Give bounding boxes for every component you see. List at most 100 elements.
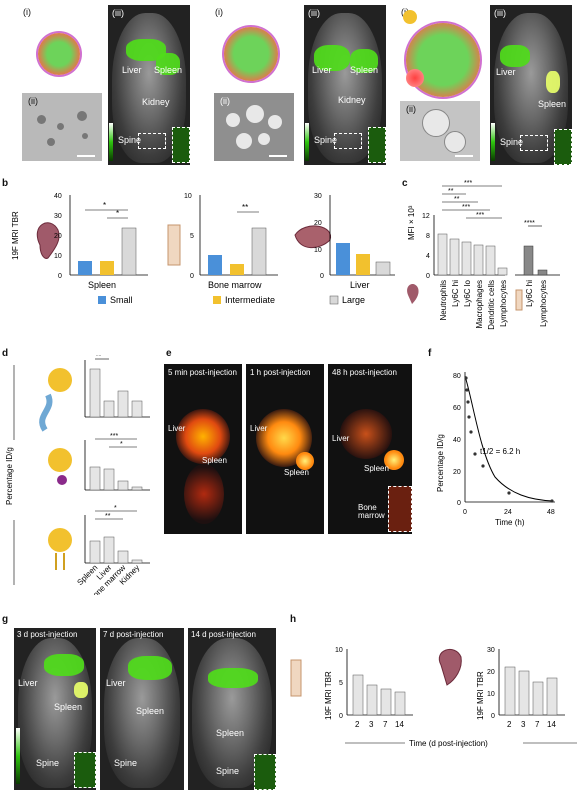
svg-text:0: 0 (339, 713, 343, 720)
legend-small: Small (110, 295, 133, 305)
nanoparticle-icon (38, 33, 80, 75)
svg-text:20: 20 (487, 669, 495, 676)
chart-spleen: 0 10 20 30 40 * * Spleen (54, 193, 148, 290)
svg-text:80: 80 (453, 373, 461, 380)
chart-bone-marrow: 0 5 10 ** Bone marrow (184, 193, 278, 290)
spleen-icon (438, 648, 462, 686)
bar-large (375, 261, 391, 276)
bar-small (78, 261, 92, 275)
svg-text:2: 2 (355, 720, 360, 729)
radioactive-icon (48, 448, 72, 472)
panel-label-e: e (166, 348, 172, 359)
radioactive-icon (403, 10, 417, 24)
legend-swatch-large (329, 295, 339, 305)
x-axis-label: Spleen (88, 280, 116, 290)
y-axis-label: MFI × 10³ (407, 205, 416, 240)
svg-text:*: * (114, 505, 117, 512)
svg-text:**: ** (96, 355, 102, 360)
bar-large (121, 227, 137, 276)
panel-b-charts: 19F MRI TBR 0 10 20 30 40 * * Spleen 0 5… (11, 193, 395, 305)
svg-text:14: 14 (395, 720, 404, 729)
tick-label: 30 (314, 193, 322, 200)
svg-text:14: 14 (547, 720, 556, 729)
roman-i: (i) (23, 7, 31, 17)
x-tick-labels-c: Neutrophils Ly6C hi Ly6C lo Macrophages … (439, 279, 548, 329)
decay-curve (464, 375, 554, 502)
mri-scan-3d: 3 d post-injection Liver Spleen Spine (14, 628, 96, 790)
svg-text:**: ** (105, 513, 111, 520)
panel-a-group-1: (i) (ii) (iii) Liver Spleen Kidney Spine (20, 5, 190, 165)
svg-text:***: *** (462, 204, 470, 211)
svg-text:2: 2 (507, 720, 512, 729)
liver-icon (294, 225, 331, 249)
panel-label-f: f (428, 348, 432, 359)
nanoparticle-icon (224, 27, 278, 81)
mri-scan: (iii) Liver Spleen Kidney Spine (304, 5, 386, 165)
svg-text:24: 24 (504, 509, 512, 516)
tick-label: 10 (184, 193, 192, 200)
y-axis-label: Percentage ID/g (5, 447, 14, 505)
bar-small (336, 243, 350, 275)
sig-label: * (103, 201, 106, 210)
tick-label: 0 (320, 273, 324, 280)
svg-text:10: 10 (487, 691, 495, 698)
svg-text:3: 3 (521, 720, 526, 729)
svg-text:***: *** (110, 433, 118, 440)
svg-text:5: 5 (339, 680, 343, 687)
svg-text:20: 20 (453, 469, 461, 476)
svg-text:Ly6C hi: Ly6C hi (525, 280, 534, 307)
svg-text:0: 0 (491, 713, 495, 720)
svg-text:0: 0 (457, 500, 461, 507)
svg-text:10: 10 (335, 647, 343, 654)
bar-small (208, 255, 222, 275)
y-axis-label: 19F MRI TBR (11, 211, 20, 260)
panel-f-chart: Percentage ID/g 0 20 40 60 80 0 24 48 t1/2 = 6… (436, 372, 555, 527)
pet-scan-1h: 1 h post-injection Liver Spleen (246, 364, 324, 534)
x-axis-label: Time (h) (495, 518, 525, 527)
legend-swatch-small (98, 296, 106, 304)
svg-text:7: 7 (535, 720, 540, 729)
x-axis-label: Time (d post-injection) (409, 739, 488, 748)
svg-text:0: 0 (426, 273, 430, 280)
svg-text:**: ** (448, 188, 454, 195)
panel-label-h: h (290, 614, 297, 625)
svg-text:Dendritic cells: Dendritic cells (487, 280, 496, 330)
svg-text:***: *** (476, 212, 484, 219)
panel-label-c: c (402, 178, 408, 189)
svg-text:12: 12 (422, 213, 430, 220)
bar-intermediate (230, 264, 244, 275)
tem-image: (ii) (22, 93, 102, 161)
panel-label-d: d (2, 348, 9, 359)
sig-label: * (116, 209, 119, 218)
svg-text:8: 8 (426, 233, 430, 240)
sig-lines-c: *** ** ** *** *** **** (442, 180, 542, 227)
svg-text:Lymphocytes: Lymphocytes (539, 280, 548, 327)
bone-icon (515, 289, 523, 311)
tick-label: 10 (54, 253, 62, 260)
radioactive-icon (48, 528, 72, 552)
y-axis-label: 19F MRI TBR (324, 671, 333, 720)
tick-label: 5 (190, 233, 194, 240)
svg-text:Neutrophils: Neutrophils (439, 280, 448, 320)
panel-a-group-2: (i) (ii) (iii) Liver Spleen Kidney Spine (212, 5, 388, 165)
tick-label: 0 (58, 273, 62, 280)
bone-icon (290, 659, 302, 697)
pet-scan-5min: 5 min post-injection Liver Spleen (164, 364, 242, 534)
mri-scan-14d: 14 d post-injection Spleen Spine (188, 628, 276, 790)
svg-text:**: ** (454, 196, 460, 203)
svg-text:4: 4 (426, 253, 430, 260)
bone-icon (167, 224, 181, 266)
svg-text:Macrophages: Macrophages (475, 280, 484, 328)
tem-image: (ii) (214, 93, 294, 161)
x-axis-label: Liver (350, 280, 370, 290)
svg-text:0: 0 (463, 509, 467, 516)
svg-text:48: 48 (547, 509, 555, 516)
svg-text:***: *** (464, 180, 472, 187)
tick-label: 20 (54, 233, 62, 240)
svg-text:****: **** (524, 220, 535, 227)
mri-scan: (iii) Liver Spleen Kidney Spine (108, 5, 190, 165)
panel-d-charts: Percentage ID/g ** *** * * ** Spleen Liv… (5, 355, 150, 595)
svg-text:Lymphocytes: Lymphocytes (499, 280, 508, 327)
bar-large (251, 227, 267, 276)
